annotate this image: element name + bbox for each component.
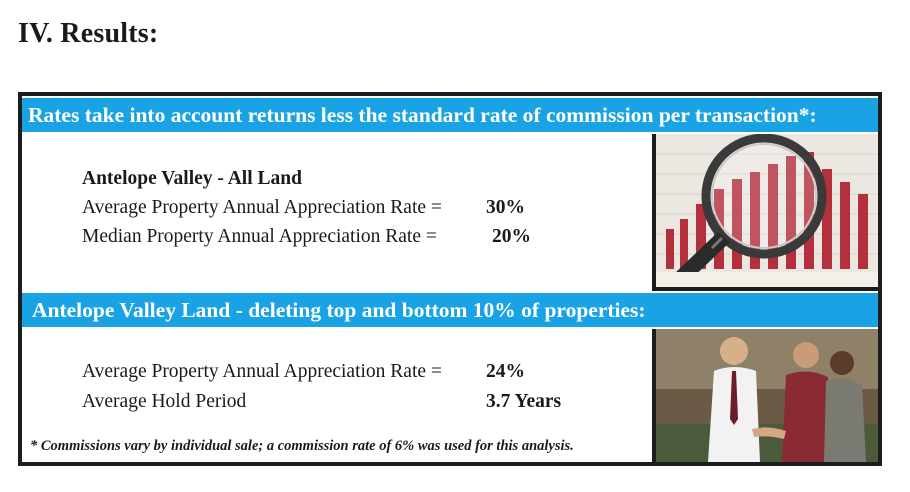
section1-average-value: 30% xyxy=(486,197,525,218)
section2-banner: Antelope Valley Land - deleting top and … xyxy=(22,291,878,329)
section1-median-value: 20% xyxy=(492,226,531,247)
commission-footnote: * Commissions vary by individual sale; a… xyxy=(30,438,574,454)
handshake-image xyxy=(656,329,878,462)
section2-panel: Average Property Annual Appreciation Rat… xyxy=(22,329,652,462)
results-box: Rates take into account returns less the… xyxy=(18,92,882,466)
section2-average-label: Average Property Annual Appreciation Rat… xyxy=(82,361,442,382)
magnifying-glass-chart-image xyxy=(656,134,878,287)
section2-hold-value: 3.7 Years xyxy=(486,391,562,412)
handshake-people-illustration xyxy=(656,329,878,462)
section2-average-value: 24% xyxy=(486,361,525,382)
section1-average-label: Average Property Annual Appreciation Rat… xyxy=(82,197,442,218)
section2-hold-label: Average Hold Period xyxy=(82,391,247,412)
section1-subtitle: Antelope Valley - All Land xyxy=(82,168,302,189)
section1-median-label: Median Property Annual Appreciation Rate… xyxy=(82,226,437,247)
magnifying-glass-over-bar-chart-illustration xyxy=(656,134,878,287)
section1-banner: Rates take into account returns less the… xyxy=(22,96,878,134)
section1-panel: Antelope Valley - All Land Average Prope… xyxy=(22,134,652,291)
page-heading: IV. Results: xyxy=(18,18,159,49)
